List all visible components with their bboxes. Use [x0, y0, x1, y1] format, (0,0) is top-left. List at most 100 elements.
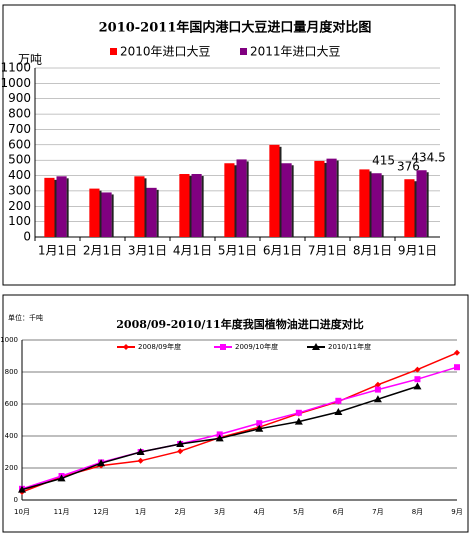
point [215, 434, 224, 442]
y-tick-label: 600 [8, 137, 31, 151]
bar-shadow [99, 190, 102, 237]
bar-shadow [54, 179, 57, 237]
x-tick-label: 4月1日 [173, 244, 212, 258]
point [137, 457, 144, 464]
chart-title: 2010-2011年国内港口大豆进口量月度对比图 [99, 20, 372, 36]
bar [269, 144, 280, 237]
y-axis-label: 单位：千吨 [8, 313, 43, 322]
bar-shadow [189, 176, 192, 237]
x-tick-label: 11月 [54, 508, 70, 516]
y-tick-label: 600 [5, 400, 18, 408]
bar [326, 158, 337, 237]
bar-shadow [111, 194, 114, 237]
bar-shadow [279, 146, 282, 237]
point [373, 395, 382, 403]
y-tick-label: 0 [23, 230, 31, 244]
y-tick-label: 100 [8, 214, 31, 228]
x-tick-label: 2月 [174, 508, 185, 516]
bar [416, 170, 427, 237]
y-tick-label: 300 [8, 183, 31, 197]
bar [314, 160, 325, 237]
bar [146, 187, 157, 237]
bar-shadow [201, 176, 204, 237]
point [374, 381, 381, 388]
point [334, 408, 343, 415]
bar [371, 173, 382, 237]
bar [89, 188, 100, 237]
bar-shadow [426, 172, 429, 237]
chart-title: 2008/09-2010/11年度我国植物油进口进度对比 [116, 317, 363, 331]
legend-label: 2010/11年度 [328, 342, 371, 351]
x-tick-label: 9月1日 [398, 244, 437, 258]
x-tick-label: 7月 [372, 508, 383, 516]
bar [281, 163, 292, 237]
series-line [21, 352, 458, 493]
y-axis-label: 万吨 [18, 53, 42, 67]
bar [224, 163, 235, 237]
bar [236, 159, 247, 237]
legend-swatch [240, 48, 247, 55]
y-tick-label: 0 [14, 496, 18, 504]
legend-label: 2010年进口大豆 [120, 45, 211, 59]
legend-label: 2011年进口大豆 [250, 45, 341, 59]
bar-shadow [324, 162, 327, 237]
point [454, 364, 460, 371]
bar [134, 176, 145, 237]
point [97, 459, 106, 467]
bar [56, 176, 67, 237]
x-tick-label: 2月1日 [83, 244, 122, 258]
point [374, 386, 381, 393]
point [256, 420, 263, 427]
bar-shadow [381, 175, 384, 237]
point [414, 376, 421, 383]
bar-shadow [144, 178, 147, 237]
y-tick-label: 900 [8, 91, 31, 105]
bar [179, 174, 190, 237]
y-tick-label: 1000 [0, 336, 18, 344]
x-tick-label: 5月 [293, 508, 304, 516]
y-tick-label: 1100 [0, 61, 31, 75]
bar [191, 174, 202, 237]
bar-shadow [66, 178, 69, 237]
y-tick-label: 700 [8, 122, 31, 136]
bar-shadow [234, 165, 237, 237]
y-tick-label: 200 [8, 199, 31, 213]
data-label: 415 [372, 154, 395, 168]
bar [101, 192, 112, 237]
data-label: 434.5 [411, 151, 445, 165]
x-tick-label: 8月 [412, 508, 423, 516]
bar [359, 169, 370, 237]
bar-shadow [414, 181, 417, 237]
point [176, 440, 185, 447]
bar-shadow [156, 189, 159, 237]
x-tick-label: 10月 [14, 508, 30, 516]
point [413, 382, 422, 390]
x-tick-label: 9月 [451, 508, 462, 516]
legend-marker [312, 343, 320, 350]
y-tick-label: 800 [5, 368, 18, 376]
point [136, 448, 145, 455]
y-tick-label: 800 [8, 107, 31, 121]
bar [404, 179, 415, 237]
x-tick-label: 12月 [93, 508, 109, 516]
x-tick-label: 3月1日 [128, 244, 167, 258]
point [414, 366, 421, 373]
point [57, 474, 66, 482]
bar-shadow [369, 171, 372, 237]
chart-frame [2, 294, 469, 533]
x-tick-label: 5月1日 [218, 244, 257, 258]
point [294, 417, 303, 425]
legend-label: 2008/09年度 [138, 342, 181, 351]
x-tick-label: 1月1日 [38, 244, 77, 258]
bar-shadow [246, 161, 249, 237]
x-tick-label: 6月 [333, 508, 344, 516]
y-tick-label: 1000 [0, 76, 31, 90]
point [454, 349, 460, 356]
data-label: 376 [397, 160, 420, 174]
x-tick-label: 3月 [214, 508, 225, 516]
legend-label: 2009/10年度 [235, 342, 278, 351]
bar-shadow [291, 165, 294, 237]
series-line [21, 366, 458, 490]
